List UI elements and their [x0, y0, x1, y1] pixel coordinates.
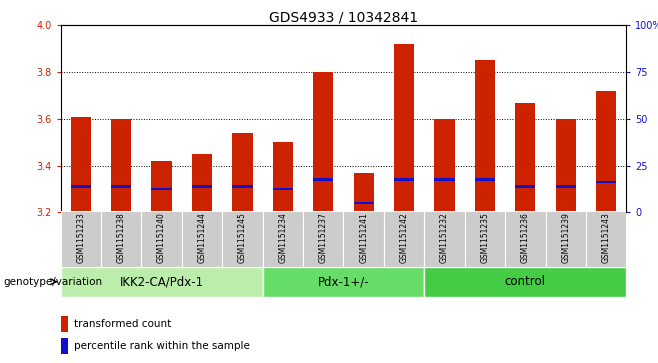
Text: GSM1151236: GSM1151236 [521, 212, 530, 263]
Text: GSM1151240: GSM1151240 [157, 212, 166, 263]
Bar [313, 72, 334, 212]
Text: GSM1151237: GSM1151237 [318, 212, 328, 263]
Bar [475, 178, 495, 181]
Text: GSM1151232: GSM1151232 [440, 212, 449, 263]
Text: genotype/variation: genotype/variation [3, 277, 103, 287]
Bar [505, 211, 545, 267]
Bar [434, 178, 455, 181]
Bar [222, 211, 263, 267]
Bar [353, 173, 374, 212]
Bar [272, 188, 293, 190]
Bar [303, 211, 343, 267]
Bar [475, 61, 495, 212]
Bar [182, 211, 222, 267]
Bar [545, 211, 586, 267]
Bar [70, 117, 91, 212]
Title: GDS4933 / 10342841: GDS4933 / 10342841 [269, 10, 418, 24]
Bar [151, 161, 172, 212]
Text: transformed count: transformed count [74, 319, 171, 329]
Text: GSM1151239: GSM1151239 [561, 212, 570, 263]
Bar [111, 119, 131, 212]
Bar [101, 211, 141, 267]
Text: IKK2-CA/Pdx-1: IKK2-CA/Pdx-1 [120, 275, 203, 288]
Bar [151, 188, 172, 190]
Bar [394, 44, 414, 212]
Text: GSM1151242: GSM1151242 [399, 212, 409, 263]
Bar [192, 185, 212, 188]
Bar [555, 119, 576, 212]
Bar [272, 142, 293, 212]
Text: Pdx-1+/-: Pdx-1+/- [318, 275, 369, 288]
Text: GSM1151233: GSM1151233 [76, 212, 86, 263]
Bar [141, 211, 182, 267]
Bar [61, 316, 68, 332]
Bar [515, 185, 536, 188]
Bar [232, 133, 253, 212]
Bar [70, 185, 91, 188]
Text: GSM1151243: GSM1151243 [601, 212, 611, 263]
Bar [555, 185, 576, 188]
Bar [586, 211, 626, 267]
Text: control: control [505, 275, 546, 288]
Bar [61, 338, 68, 354]
Bar [515, 102, 536, 212]
Bar [465, 211, 505, 267]
Text: GSM1151241: GSM1151241 [359, 212, 368, 263]
Bar [596, 180, 617, 183]
Text: percentile rank within the sample: percentile rank within the sample [74, 341, 249, 351]
Bar [394, 178, 414, 181]
Bar [353, 201, 374, 204]
Bar [424, 211, 465, 267]
Bar [424, 267, 626, 297]
Text: GSM1151244: GSM1151244 [197, 212, 207, 263]
Bar [111, 185, 131, 188]
Bar [384, 211, 424, 267]
Bar [232, 185, 253, 188]
Bar [263, 211, 303, 267]
Text: GSM1151238: GSM1151238 [116, 212, 126, 263]
Text: GSM1151234: GSM1151234 [278, 212, 288, 263]
Bar [61, 211, 101, 267]
Text: GSM1151235: GSM1151235 [480, 212, 490, 263]
Bar [61, 267, 263, 297]
Bar [343, 211, 384, 267]
Text: GSM1151245: GSM1151245 [238, 212, 247, 263]
Bar [434, 119, 455, 212]
Bar [596, 91, 617, 212]
Bar [263, 267, 424, 297]
Bar [192, 154, 212, 212]
Bar [313, 178, 334, 181]
